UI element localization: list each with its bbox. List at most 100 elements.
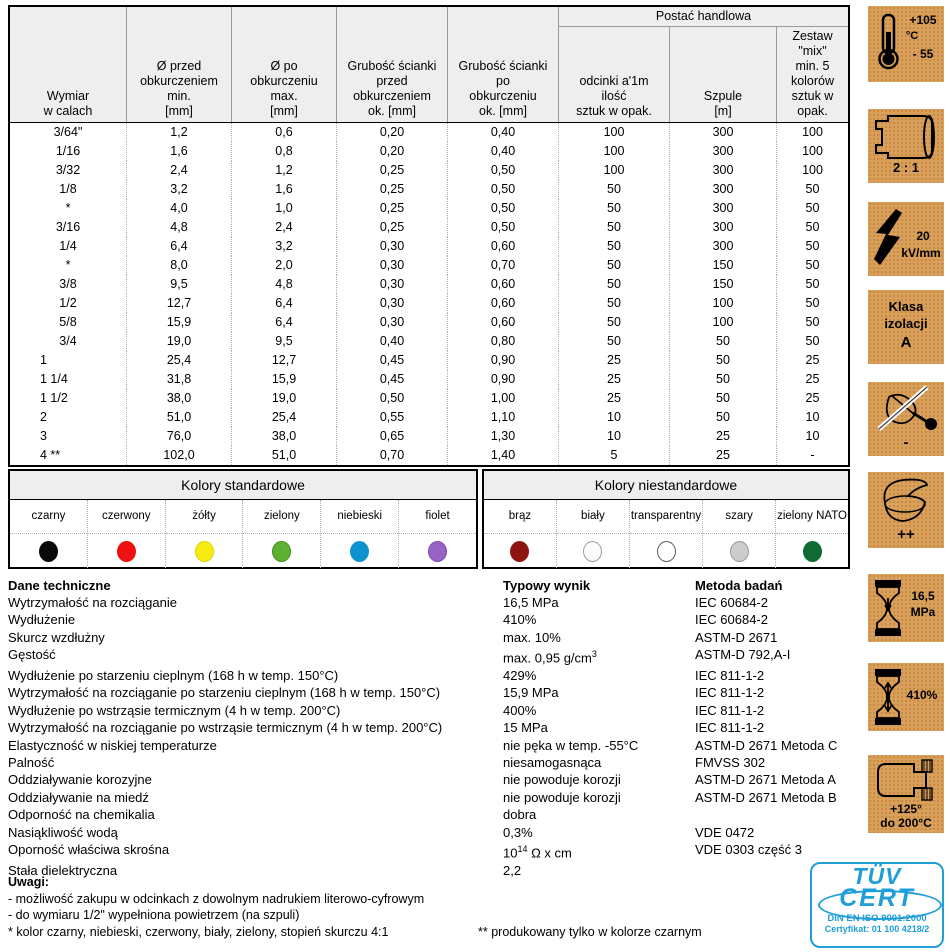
cell-spool: 150 [669, 256, 777, 275]
cell-pieces: 50 [558, 332, 670, 351]
cell-wall-after: 1,40 [447, 446, 559, 466]
tech-method: IEC 60684-2 [695, 612, 768, 628]
table-row: 1/8 3,2 1,6 0,25 0,50 50 300 50 [9, 180, 849, 199]
nonstandard-swatch-container [557, 534, 629, 568]
tech-method: IEC 811-1-2 [695, 667, 765, 683]
tech-header-property: Dane techniczne [8, 578, 111, 593]
tech-row: Oddziaływanie korozyjne nie powoduje koro… [8, 771, 853, 788]
cell-wall-after: 0,60 [447, 237, 559, 256]
insulation-class-badge: Klasa izolacji A [868, 290, 944, 364]
standard-swatch-container [321, 534, 398, 568]
cell-diameter-after: 2,4 [231, 218, 337, 237]
cell-wall-after: 0,70 [447, 256, 559, 275]
cell-diameter-before: 1,6 [126, 142, 232, 161]
nonstandard-colors-box: Kolory niestandardowe brąz biały transpare… [482, 469, 850, 569]
tech-value: 400% [503, 702, 537, 718]
table-row: 1 1/4 31,8 15,9 0,45 0,90 25 50 25 [9, 370, 849, 389]
cell-mix: 10 [776, 408, 849, 427]
tech-row: Palność niesamogasnąca FMVSS 302 [8, 754, 853, 771]
temp-unit: °C [905, 30, 919, 42]
table-row: 3/64" 1,2 0,6 0,20 0,40 100 300 100 [9, 122, 849, 142]
technical-data-rows: Wytrzymałość na rozciąganie 16,5 MPa IEC 6… [8, 594, 853, 879]
cell-diameter-after: 1,2 [231, 161, 337, 180]
tuv-ellipse-decoration [818, 890, 942, 920]
cell-mix: 50 [776, 256, 849, 275]
cell-wall-before: 0,55 [336, 408, 448, 427]
cell-pieces: 25 [558, 370, 670, 389]
note-asterisk: * kolor czarny, niebieski, czerwony, bia… [8, 924, 389, 939]
tech-row: Stała dielektryczna 2,2 [8, 862, 853, 879]
cell-wall-before: 0,30 [336, 313, 448, 332]
tech-row: Wytrzymałość na rozciąganie 16,5 MPa IEC 6… [8, 594, 853, 611]
cell-wall-before: 0,30 [336, 275, 448, 294]
cell-spool: 300 [669, 237, 777, 256]
nonstandard-swatch-container [630, 534, 702, 568]
cell-wall-before: 0,20 [336, 122, 448, 142]
cell-size: 3/64" [9, 122, 127, 142]
icon-rail: +105 °C - 55 2 : 1 20 kV/mm [862, 0, 950, 952]
tech-method: FMVSS 302 [695, 754, 766, 770]
shrink-ratio-badge: 2 : 1 [868, 109, 944, 183]
cell-diameter-after: 51,0 [231, 446, 337, 466]
tech-value: niesamogasnąca [503, 754, 602, 770]
tech-row: Wydłużenie 410% IEC 60684-2 [8, 611, 853, 628]
cell-diameter-after: 38,0 [231, 427, 337, 446]
cell-diameter-before: 19,0 [126, 332, 232, 351]
table-row: 2 51,0 25,4 0,55 1,10 10 50 10 [9, 408, 849, 427]
cell-spool: 50 [669, 332, 777, 351]
colors-section: Kolory standardowe czarny czerwony żółty zi… [8, 469, 850, 569]
tuv-cert-logo: TÜV CERT DIN EN ISO 9001:2000 Certyfikat… [810, 862, 944, 948]
standard-color-cell: żółty [165, 500, 244, 568]
cell-diameter-after: 19,0 [231, 389, 337, 408]
cell-wall-after: 1,10 [447, 408, 559, 427]
tech-row: Odporność na chemikalia dobra [8, 806, 853, 823]
cell-wall-after: 0,60 [447, 275, 559, 294]
standard-swatch-container [399, 534, 476, 568]
standard-colors-title: Kolory standardowe [10, 471, 476, 500]
shrink-ratio-value: 2 : 1 [892, 160, 919, 175]
cell-diameter-before: 12,7 [126, 294, 232, 313]
tech-property: Wytrzymałość na rozciąganie [8, 595, 177, 610]
temperature-range-badge: +105 °C - 55 [868, 6, 944, 82]
cell-pieces: 50 [558, 237, 670, 256]
cell-spool: 100 [669, 313, 777, 332]
tech-value: 2,2 [503, 862, 522, 878]
cell-wall-before: 0,45 [336, 351, 448, 370]
note-line-3: * kolor czarny, niebieski, czerwony, bia… [8, 924, 853, 941]
table-row: * 4,0 1,0 0,25 0,50 50 300 50 [9, 199, 849, 218]
cell-pieces: 10 [558, 427, 670, 446]
cell-diameter-after: 2,0 [231, 256, 337, 275]
tensile-strength-badge: 16,5 MPa [868, 574, 944, 642]
nonstandard-color-cell: brąz [484, 500, 557, 568]
flexibility-badge: ++ [868, 472, 944, 548]
notes-section: Uwagi: - możliwość zakupu w odcinkach z … [8, 874, 853, 940]
cell-mix: 50 [776, 199, 849, 218]
cell-diameter-before: 15,9 [126, 313, 232, 332]
tech-row: Oddziaływanie na miedź nie powoduje koroz… [8, 789, 853, 806]
cell-pieces: 50 [558, 275, 670, 294]
cell-mix: 100 [776, 122, 849, 142]
tech-property: Oporność właściwa skrośna [8, 842, 170, 858]
nonstandard-color-swatch [583, 540, 603, 562]
tech-value: 16,5 MPa [503, 595, 559, 610]
flammability-value: - [903, 434, 909, 451]
standard-color-swatch [116, 540, 136, 562]
shrink-temp-line-1: +125° [890, 802, 922, 816]
nonstandard-color-name: biały [556, 500, 629, 534]
technical-data-header: Dane techniczne Typowy wynik Metoda bada… [8, 578, 853, 593]
tuv-wordmark: TÜV [852, 863, 902, 889]
tech-method: IEC 60684-2 [695, 595, 768, 610]
standard-color-swatch [194, 540, 214, 562]
cell-pieces: 50 [558, 180, 670, 199]
cell-size: 3/4 [9, 332, 127, 351]
cell-mix: 25 [776, 351, 849, 370]
cell-spool: 50 [669, 370, 777, 389]
tech-value: 15 MPa [503, 720, 548, 736]
cell-wall-after: 1,00 [447, 389, 559, 408]
tensile-unit: MPa [910, 605, 936, 619]
standard-color-swatch [350, 540, 370, 562]
table-row: 3/8 9,5 4,8 0,30 0,60 50 150 50 [9, 275, 849, 294]
standard-color-name: zielony [243, 500, 321, 534]
cell-size: 3/16 [9, 218, 127, 237]
